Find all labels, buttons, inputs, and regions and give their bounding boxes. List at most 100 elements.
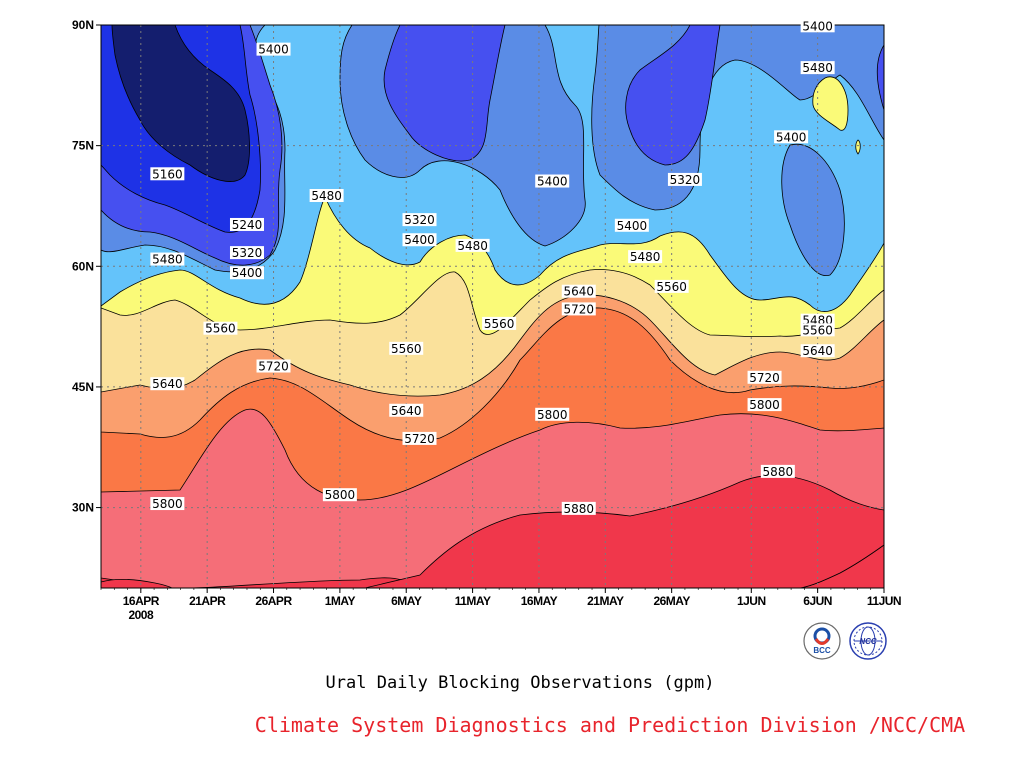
contour-label: 5240: [232, 218, 263, 232]
contour-label-bg: [800, 344, 835, 358]
x-tick-label: 21APR: [189, 594, 226, 608]
x-tick-label: 26APR: [255, 594, 292, 608]
bcc-logo-text: BCC: [813, 646, 831, 655]
x-tick-label: 21MAY: [587, 594, 624, 608]
contour-label: 5480: [802, 61, 833, 75]
contour-label: 5880: [563, 502, 594, 516]
contour-label-bg: [561, 302, 596, 316]
contour-label: 5400: [232, 266, 263, 280]
x-tick-label: 11MAY: [455, 594, 491, 608]
contour-label-bg: [535, 174, 570, 188]
contour-label-bg: [800, 61, 835, 75]
contour-label: 5480: [311, 189, 342, 203]
contour-label-bg: [402, 213, 437, 227]
contour-label-bg: [256, 42, 291, 56]
contour-label: 5400: [776, 130, 807, 144]
contour-label: 5640: [152, 377, 183, 391]
contour-label-bg: [309, 189, 344, 203]
contour-label: 5640: [563, 285, 594, 299]
contour-label-bg: [800, 19, 835, 33]
band-5880-left: [101, 579, 173, 588]
contour-label-bg: [203, 321, 238, 335]
contour-label-bg: [614, 218, 649, 232]
contour-label-bg: [150, 497, 185, 511]
contour-label: 5880: [763, 465, 794, 479]
contour-label-bg: [561, 501, 596, 515]
contour-label: 5320: [404, 213, 435, 227]
contour-label-bg: [654, 279, 689, 293]
y-tick-label: 60N: [72, 259, 94, 273]
contour-labels: 5400 5160 5240 5320 5400 5480 5480 5320 5400 5480…: [150, 19, 835, 516]
contour-label: 5720: [258, 360, 289, 374]
contour-label-bg: [229, 266, 264, 280]
x-tick-label: 16MAY: [521, 594, 558, 608]
band-lt5160: [111, 25, 250, 182]
x-year-label: 2008: [128, 608, 154, 622]
contour-label: 5560: [205, 322, 236, 336]
contour-label: 5560: [391, 342, 422, 356]
contour-label: 5400: [537, 175, 568, 189]
contour-label-bg: [747, 370, 782, 384]
contour-label-bg: [322, 488, 357, 502]
contour-label: 5560: [656, 280, 687, 294]
contour-label-bg: [150, 252, 185, 266]
ncc-logo-text: NCC: [859, 637, 877, 646]
x-tick-label: 16APR: [123, 594, 160, 608]
band-5240-mid: [383, 25, 506, 162]
x-tick-label: 1MAY: [325, 594, 356, 608]
y-axis: 30N 45N 60N 75N 90N: [72, 18, 101, 515]
contour-label: 5800: [325, 488, 356, 502]
contour-label-bg: [667, 172, 702, 186]
contour-label-bg: [389, 403, 424, 417]
contour-label-bg: [389, 341, 424, 355]
contour-label-bg: [628, 250, 663, 264]
y-tick-label: 90N: [72, 18, 94, 32]
contour-label-bg: [774, 130, 809, 144]
contour-label: 5560: [484, 317, 515, 331]
y-tick-label: 45N: [72, 380, 94, 394]
x-axis: 16APR 21APR 26APR 1MAY 6MAY 11MAY 16MAY 21MAY 26…: [100, 588, 902, 622]
contour-label-bg: [150, 377, 185, 391]
contour-label-bg: [561, 284, 596, 298]
contour-label-bg: [747, 398, 782, 412]
contour-label: 5480: [630, 250, 661, 264]
contour-label: 5320: [670, 173, 701, 187]
band-5240-right: [625, 25, 721, 166]
contour-label-bg: [535, 407, 570, 421]
contour-label: 5640: [391, 404, 422, 418]
bcc-logo: BCC: [803, 622, 841, 660]
contour-label: 5400: [617, 219, 648, 233]
contour-label: 5480: [152, 253, 183, 267]
x-tick-label: 11JUN: [867, 594, 901, 608]
contour-label: 5720: [563, 302, 594, 316]
contour-label-bg: [402, 431, 437, 445]
band-5480-dot: [855, 139, 861, 155]
band-5320-island: [781, 143, 845, 276]
contour-label-bg: [800, 323, 835, 337]
contour-label: 5720: [404, 432, 435, 446]
contour-label: 5640: [802, 344, 833, 358]
contour-label-bg: [150, 167, 185, 181]
y-tick-label: 75N: [72, 139, 94, 153]
band-5480-island: [812, 76, 849, 131]
band-5880-core: [364, 474, 884, 588]
ncc-logo: NCC: [849, 622, 887, 660]
contour-label-bg: [229, 217, 264, 231]
contour-label: 5800: [537, 408, 568, 422]
contour-label: 5800: [152, 497, 183, 511]
chart-title: Ural Daily Blocking Observations (gpm): [326, 673, 715, 693]
contour-label: 5400: [258, 43, 289, 57]
contour-label: 5400: [404, 233, 435, 247]
y-tick-label: 30N: [72, 501, 94, 515]
credit-line: Climate System Diagnostics and Predictio…: [255, 713, 965, 737]
contour-label-bg: [455, 238, 490, 252]
contour-label: 5560: [802, 323, 833, 337]
contour-label-bg: [760, 464, 795, 478]
contour-label: 5720: [749, 371, 780, 385]
contour-label: 5320: [232, 246, 263, 260]
contour-label-bg: [482, 316, 517, 330]
contour-label: 5400: [802, 19, 833, 33]
contour-label-bg: [229, 246, 264, 260]
contour-label-bg: [256, 359, 291, 373]
